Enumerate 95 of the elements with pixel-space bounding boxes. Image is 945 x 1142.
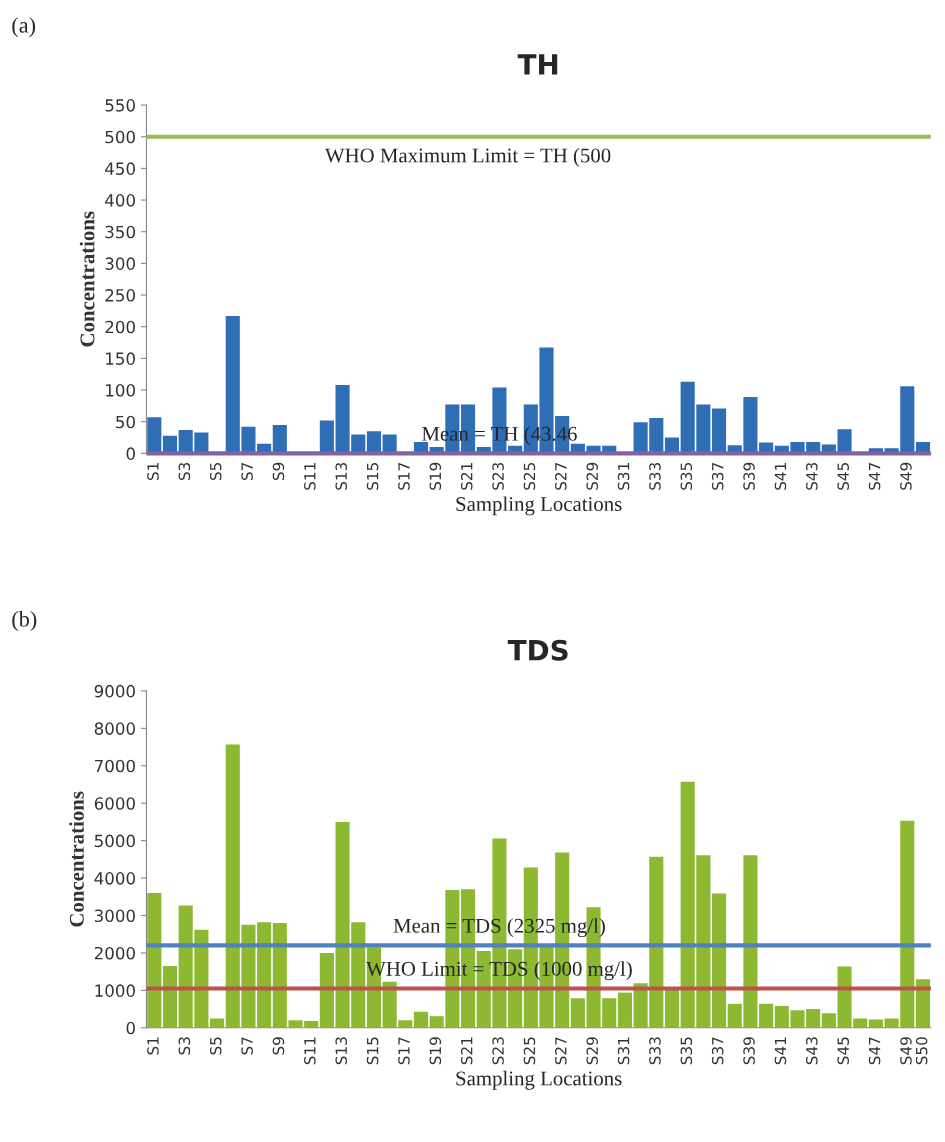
y-tick-label: 100 — [106, 384, 135, 397]
x-tick-label: S23 — [492, 462, 504, 490]
bar — [147, 893, 162, 1028]
x-tick-label: S27 — [555, 1037, 567, 1065]
bar — [319, 420, 334, 454]
y-tick-label: 5000 — [94, 834, 135, 848]
x-tick-label: S17 — [398, 1037, 410, 1065]
y-tick-label: 550 — [105, 99, 135, 112]
y-tick-label: 250 — [105, 289, 135, 302]
x-axis-title: Sampling Locations — [456, 496, 622, 516]
y-tick-label: 2000 — [94, 946, 135, 960]
text: (b) — [12, 610, 37, 632]
x-tick-label: S41 — [774, 1037, 787, 1065]
x-tick-label: S45 — [837, 463, 849, 490]
y-tick-label: 150 — [106, 352, 135, 365]
y-tick-label: 9000 — [94, 684, 135, 698]
x-tick-label: S49 — [900, 462, 912, 490]
y-tick-label: 3000 — [94, 909, 135, 923]
bar — [711, 408, 727, 454]
y-tick-label: 200 — [105, 320, 135, 334]
x-axis-title: Sampling Locations — [456, 1070, 622, 1090]
y-tick-label: 0 — [126, 447, 135, 460]
bar — [272, 424, 287, 454]
bar — [617, 992, 632, 1028]
x-tick-label: S21 — [460, 463, 473, 490]
x-tick-label: S47 — [868, 1037, 881, 1065]
y-tick-label: 0 — [126, 1021, 135, 1035]
x-tick-label: S13 — [335, 1037, 347, 1065]
x-tick-label: S3 — [178, 462, 191, 481]
x-tick-label: S9 — [272, 462, 285, 481]
x-tick-label: S37 — [711, 1037, 724, 1065]
x-tick-label: S1 — [147, 1037, 159, 1055]
y-tick-label: 500 — [105, 130, 135, 144]
x-tick-label: S41 — [774, 463, 787, 490]
y-tick-label: 450 — [105, 162, 135, 175]
x-tick-label: S7 — [241, 1037, 253, 1055]
x-tick-label: S43 — [806, 462, 818, 490]
x-tick-label: S11 — [304, 1037, 316, 1065]
x-tick-label: S31 — [617, 463, 630, 490]
y-tick-label: 350 — [105, 225, 135, 239]
x-tick-label: S15 — [366, 1037, 379, 1065]
x-tick-label: S3 — [178, 1037, 191, 1055]
y-tick-label: 8000 — [94, 722, 135, 735]
x-tick-label: S45 — [837, 1037, 849, 1065]
y-tick-label: 1000 — [95, 984, 135, 997]
x-tick-label: S49 — [900, 1037, 912, 1065]
x-tick-label: S25 — [523, 1037, 536, 1065]
x-tick-label: S5 — [209, 1037, 222, 1055]
x-tick-label: S15 — [366, 463, 379, 490]
ref-line-label: WHO Maximum Limit = TH (500 — [324, 147, 611, 167]
text: (a) — [12, 17, 36, 38]
x-tick-label: S29 — [586, 462, 598, 490]
x-tick-label: S39 — [743, 1037, 755, 1065]
y-tick-label: 7000 — [95, 759, 135, 773]
x-tick-label: S29 — [586, 1037, 598, 1065]
x-tick-label: S33 — [649, 462, 661, 490]
x-tick-label: S13 — [335, 462, 347, 490]
chart-title: TH — [517, 54, 558, 75]
y-tick-label: 6000 — [94, 797, 135, 810]
y-tick-label: 4000 — [94, 872, 135, 885]
y-axis-title: Concentrations — [69, 791, 84, 927]
x-tick-label: S43 — [806, 1037, 818, 1065]
bar — [711, 893, 727, 1028]
y-tick-label: 400 — [105, 194, 135, 207]
x-tick-label: S21 — [460, 1037, 473, 1065]
bar — [319, 952, 334, 1028]
x-tick-label: S39 — [743, 462, 755, 490]
x-tick-label: S35 — [680, 1037, 693, 1065]
x-tick-label: S19 — [429, 1037, 442, 1065]
x-tick-label: S31 — [617, 1037, 630, 1065]
bar — [413, 1011, 429, 1028]
x-tick-label: S35 — [680, 463, 693, 490]
x-tick-label: S25 — [523, 463, 536, 490]
x-tick-label: S33 — [649, 1037, 661, 1065]
y-tick-label: 300 — [105, 257, 135, 270]
x-tick-label: S37 — [711, 463, 724, 490]
bar — [147, 417, 162, 454]
bar — [162, 966, 178, 1028]
x-tick-label: S9 — [272, 1037, 285, 1055]
x-tick-label: S47 — [868, 463, 881, 490]
x-tick-label: S50 — [915, 1037, 928, 1065]
bar — [759, 1003, 774, 1028]
x-tick-label: S17 — [398, 463, 410, 490]
x-tick-label: S5 — [209, 463, 222, 481]
x-tick-label: S27 — [555, 463, 567, 490]
bar — [210, 1018, 225, 1028]
y-tick-label: 50 — [116, 415, 135, 429]
x-tick-label: S7 — [241, 463, 253, 481]
bar — [664, 989, 680, 1028]
x-tick-label: S11 — [304, 463, 316, 490]
x-tick-label: S1 — [147, 463, 159, 481]
chart-title: TDS — [507, 639, 568, 661]
x-tick-label: S23 — [492, 1037, 504, 1065]
x-tick-label: S19 — [429, 462, 442, 490]
y-axis-title: Concentrations — [79, 211, 95, 347]
